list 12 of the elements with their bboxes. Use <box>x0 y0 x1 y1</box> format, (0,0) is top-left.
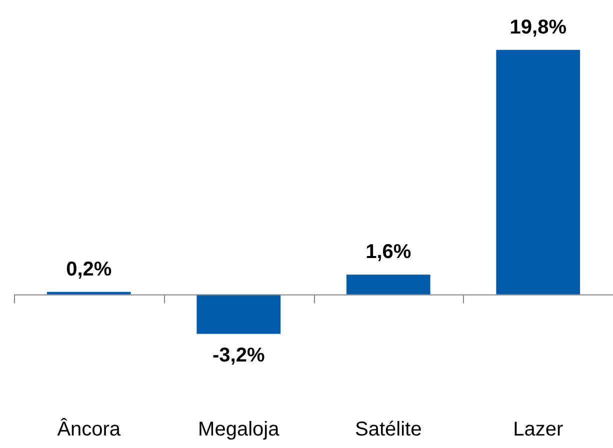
bar <box>346 274 430 294</box>
bar <box>46 292 131 294</box>
data-label: -3,2% <box>212 344 265 366</box>
data-label: 0,2% <box>66 258 112 280</box>
data-label: 19,8% <box>510 16 567 38</box>
x-tick-label: Lazer <box>513 418 564 441</box>
x-tick-label: Megaloja <box>198 418 280 441</box>
x-tick-label: Âncora <box>57 418 122 441</box>
x-tick-label: Satélite <box>355 418 422 441</box>
bar <box>496 50 580 294</box>
data-label: 1,6% <box>366 241 412 264</box>
bar <box>196 294 281 334</box>
